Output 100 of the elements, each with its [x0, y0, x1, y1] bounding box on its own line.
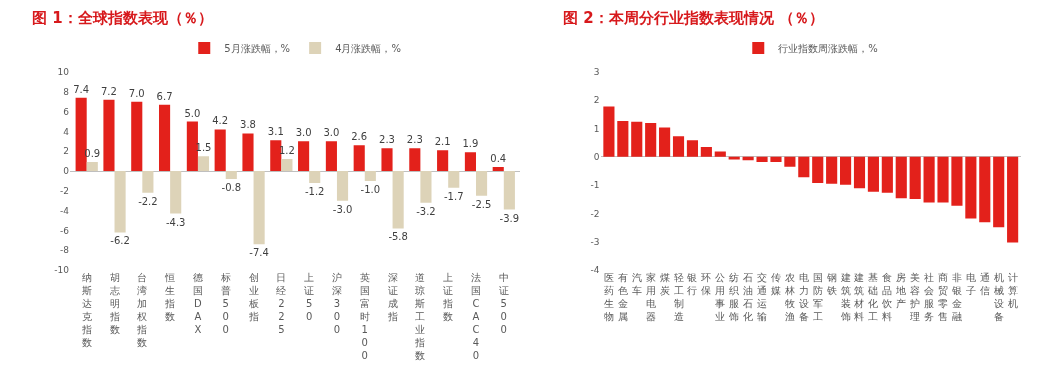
x-tick-label: 日经225: [276, 272, 287, 335]
x-tick-label: 轻工制造: [673, 272, 684, 322]
bar: [242, 133, 254, 171]
y-tick-label: 1: [593, 123, 600, 134]
y-tick-label: 2: [63, 146, 70, 157]
x-tick-label: 机械设备: [993, 272, 1004, 322]
y-tick-label: 0: [593, 152, 600, 163]
data-label: 3.0: [323, 127, 340, 139]
bar: [381, 148, 393, 171]
bar: [492, 167, 504, 171]
bar: [86, 162, 98, 171]
data-label: -0.8: [221, 181, 242, 193]
data-label: 2.1: [434, 136, 451, 148]
x-tick-label: 银行: [686, 272, 698, 296]
y-tick-label: 6: [63, 106, 70, 117]
bar: [75, 97, 87, 171]
bar: [225, 171, 237, 179]
data-label: 7.2: [101, 85, 117, 97]
bar: [420, 171, 432, 203]
data-label: 3.0: [295, 127, 312, 139]
y-tick-label: 4: [63, 126, 70, 137]
legend-label: 5月涨跌幅，%: [224, 42, 291, 54]
x-tick-label: 中证500: [498, 272, 509, 335]
bar: [131, 101, 143, 171]
x-tick-label: 恒生指数: [164, 272, 176, 322]
bar: [159, 104, 171, 171]
x-tick-label: 有色金属: [617, 272, 628, 322]
x-tick-label: 德国DAX: [192, 272, 203, 335]
x-tick-label: 农林牧渔: [783, 272, 795, 322]
bar: [756, 156, 768, 162]
x-tick-label: 基础化工: [867, 272, 879, 322]
data-label: 7.4: [73, 83, 90, 95]
x-tick-label: 纳斯达克指数: [80, 272, 92, 348]
bar: [270, 140, 282, 171]
x-tick-label: 环保: [701, 272, 712, 296]
bar: [409, 148, 421, 171]
data-label: -2.2: [138, 195, 158, 207]
y-tick-label: -1: [590, 180, 600, 191]
bar: [672, 136, 685, 157]
bar: [214, 129, 226, 171]
bar: [659, 127, 671, 157]
bar: [281, 159, 293, 171]
data-label: -3.0: [332, 203, 353, 215]
x-tick-label: 沪深300: [331, 272, 342, 335]
y-tick-label: -2: [60, 185, 70, 196]
x-tick-label: 建筑装饰: [839, 272, 851, 322]
data-label: -7.4: [249, 247, 269, 259]
bar: [867, 156, 879, 192]
data-label: 2.6: [351, 131, 368, 143]
bar: [645, 122, 657, 157]
y-tick-label: -4: [60, 205, 70, 216]
bar: [186, 121, 198, 171]
data-label: 6.7: [156, 90, 173, 102]
data-label: 5.0: [184, 107, 201, 119]
data-label: -2.5: [471, 198, 492, 210]
bar: [1007, 156, 1019, 243]
bar: [309, 171, 321, 183]
x-tick-label: 交通运输: [757, 272, 768, 322]
bar: [923, 156, 935, 203]
x-tick-label: 传媒: [770, 272, 781, 296]
x-tick-label: 食品饮料: [881, 272, 893, 322]
bar: [993, 156, 1005, 228]
y-tick-label: -4: [590, 265, 600, 276]
data-label: -3.9: [499, 212, 520, 224]
x-tick-label: 电力设备: [798, 272, 809, 322]
legend-label: 4月涨跌幅，%: [335, 42, 402, 54]
x-tick-label: 公用事业: [715, 272, 726, 322]
legend-label: 行业指数周涨跌幅，%: [778, 42, 878, 54]
data-label: 0.4: [490, 153, 507, 165]
bar: [475, 171, 488, 196]
bar: [951, 156, 963, 206]
bar: [448, 171, 460, 188]
y-tick-label: -3: [590, 236, 600, 247]
bar: [325, 141, 337, 171]
bar: [617, 120, 629, 157]
y-tick-label: -6: [60, 225, 70, 236]
x-tick-label: 国防军工: [812, 272, 823, 322]
x-tick-label: 台湾加权指数: [136, 272, 148, 348]
y-tick-label: 8: [63, 86, 70, 97]
bar: [353, 145, 365, 171]
data-label: 1.9: [462, 138, 479, 150]
bar: [700, 146, 712, 157]
data-label: 4.2: [212, 115, 229, 127]
data-label: 3.1: [267, 126, 284, 138]
bar: [631, 121, 643, 157]
data-label: -1.0: [360, 183, 381, 195]
x-tick-label: 医药生物: [603, 272, 614, 322]
bar: [253, 171, 265, 245]
x-tick-label: 非银金融: [950, 272, 962, 322]
bar: [503, 171, 515, 210]
x-tick-label: 深证成指: [386, 272, 398, 322]
bar: [298, 141, 310, 171]
x-tick-label: 社会服务: [924, 272, 935, 322]
x-tick-label: 汽车: [631, 272, 642, 296]
bar: [336, 171, 349, 201]
bar: [714, 151, 726, 157]
x-tick-label: 胡志明指数: [108, 272, 120, 335]
y-tick-label: 2: [593, 95, 600, 106]
y-tick-label: -8: [60, 245, 70, 256]
bar: [103, 99, 115, 171]
